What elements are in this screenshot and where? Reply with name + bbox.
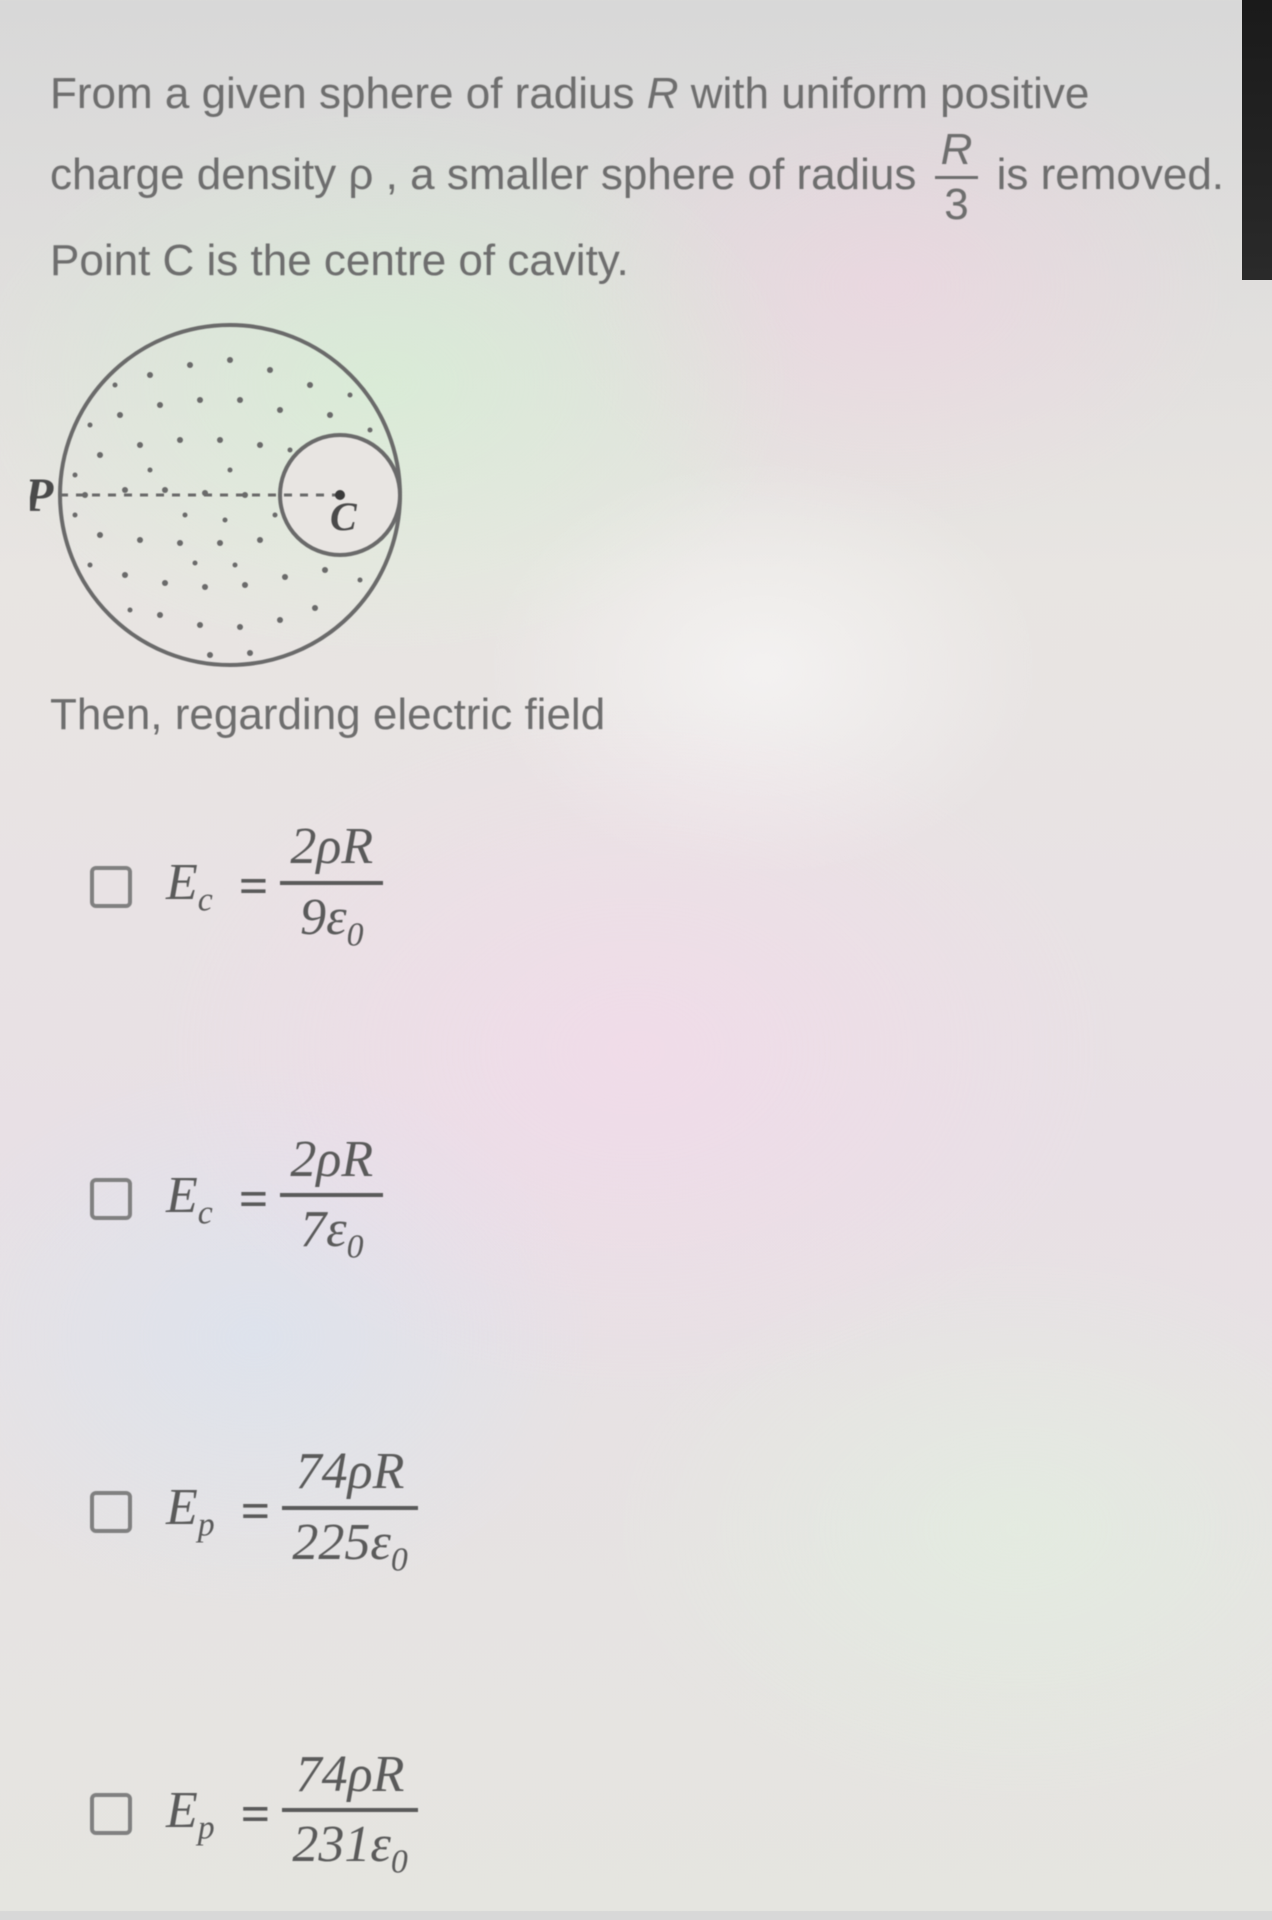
equals: = <box>241 1482 271 1541</box>
option-variable: Ep <box>166 1478 215 1544</box>
q-text: charge density <box>50 150 348 199</box>
option-variable: Ec <box>166 1166 213 1232</box>
q-text: with uniform positive <box>691 69 1090 118</box>
frac-num: 2ρR <box>280 820 383 885</box>
frac-den: 225ε0 <box>282 1510 417 1578</box>
option-3[interactable]: Ep = 74ρR 225ε0 <box>90 1445 1232 1577</box>
frac-den: 3 <box>935 179 979 227</box>
sphere-diagram: C P <box>30 315 1232 680</box>
equals: = <box>241 1785 271 1844</box>
question-line-2: charge density ρ , a smaller sphere of r… <box>50 128 1232 227</box>
frac-den: 9ε0 <box>280 885 383 953</box>
options-block: Ec = 2ρR 9ε0 Ec = 2ρR 7ε0 Ep = 74ρR 225 <box>50 780 1232 1880</box>
q-var-R: R <box>647 69 679 118</box>
checkbox[interactable] <box>90 1178 132 1220</box>
frac-den: 7ε0 <box>280 1197 383 1265</box>
q-text: , a smaller sphere of radius <box>386 150 929 199</box>
question-line-3: Point C is the centre of cavity. <box>50 227 1232 295</box>
option-variable: Ep <box>166 1781 215 1847</box>
q-text: From a given sphere of radius <box>50 69 647 118</box>
frac-num: 74ρR <box>282 1748 417 1813</box>
frac-den: 231ε0 <box>282 1812 417 1880</box>
checkbox[interactable] <box>90 1491 132 1533</box>
option-1[interactable]: Ec = 2ρR 9ε0 <box>90 820 1232 952</box>
frac-num: R <box>935 128 979 179</box>
option-fraction: 2ρR 9ε0 <box>280 820 383 952</box>
equals: = <box>239 857 269 916</box>
checkbox[interactable] <box>90 1793 132 1835</box>
label-P: P <box>30 469 54 522</box>
question-block: From a given sphere of radius R with uni… <box>0 0 1272 1920</box>
question-line-1: From a given sphere of radius R with uni… <box>50 60 1232 128</box>
option-fraction: 2ρR 7ε0 <box>280 1133 383 1265</box>
equals: = <box>239 1170 269 1229</box>
checkbox[interactable] <box>90 866 132 908</box>
frac-num: 74ρR <box>282 1445 417 1510</box>
diagram-svg: C P <box>30 315 450 675</box>
option-4[interactable]: Ep = 74ρR 231ε0 <box>90 1748 1232 1880</box>
question-continue: Then, regarding electric field <box>50 690 1232 740</box>
frac-num: 2ρR <box>280 1133 383 1198</box>
option-fraction: 74ρR 231ε0 <box>282 1748 417 1880</box>
option-2[interactable]: Ec = 2ρR 7ε0 <box>90 1133 1232 1265</box>
option-variable: Ec <box>166 853 213 919</box>
label-C: C <box>330 494 358 539</box>
option-fraction: 74ρR 225ε0 <box>282 1445 417 1577</box>
q-text: is removed. <box>997 150 1224 199</box>
q-var-rho: ρ <box>348 150 373 199</box>
fraction-R-over-3: R 3 <box>935 128 979 227</box>
